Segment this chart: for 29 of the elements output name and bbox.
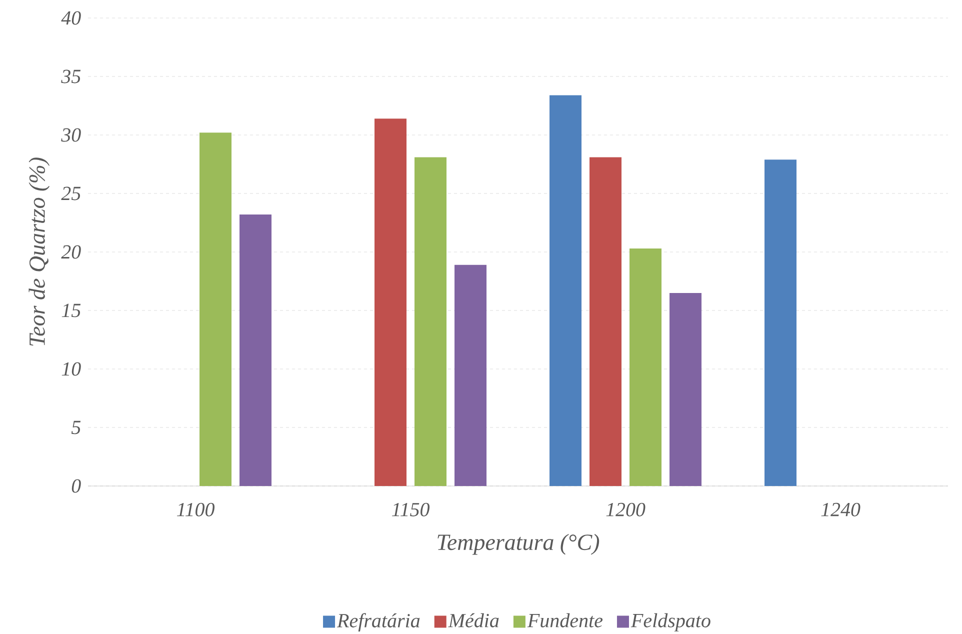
bar bbox=[670, 292, 702, 486]
legend-label: Refratária bbox=[336, 613, 420, 632]
bar bbox=[550, 95, 582, 486]
bar bbox=[630, 248, 662, 486]
y-tick-label: 25 bbox=[61, 186, 81, 200]
x-axis-title: Temperatura (°C) bbox=[438, 534, 600, 555]
bar bbox=[414, 157, 447, 486]
x-tick-label: 1150 bbox=[392, 502, 430, 516]
bar bbox=[590, 157, 622, 486]
y-tick-label: 15 bbox=[62, 304, 81, 318]
legend-label: Média bbox=[448, 613, 499, 628]
legend-label: Feldspato bbox=[630, 613, 710, 632]
y-tick-label: 10 bbox=[62, 362, 81, 376]
y-tick-label: 20 bbox=[61, 245, 81, 259]
y-tick-label: 0 bbox=[72, 479, 81, 493]
y-tick-label: 30 bbox=[61, 128, 81, 142]
bar bbox=[764, 159, 796, 486]
bar bbox=[454, 264, 487, 486]
bar bbox=[240, 214, 272, 486]
bar bbox=[200, 132, 232, 486]
x-tick-label: 1240 bbox=[821, 502, 860, 516]
x-tick-label: 1200 bbox=[606, 502, 646, 516]
x-tick-label: 1100 bbox=[176, 502, 215, 516]
y-axis-title: Teor de Quartzo (%) bbox=[28, 158, 50, 346]
y-tick-label: 5 bbox=[71, 420, 81, 434]
legend-label: Fundente bbox=[527, 613, 603, 628]
bar bbox=[374, 118, 406, 486]
y-tick-label: 35 bbox=[61, 70, 81, 84]
y-tick-label: 40 bbox=[61, 11, 81, 25]
